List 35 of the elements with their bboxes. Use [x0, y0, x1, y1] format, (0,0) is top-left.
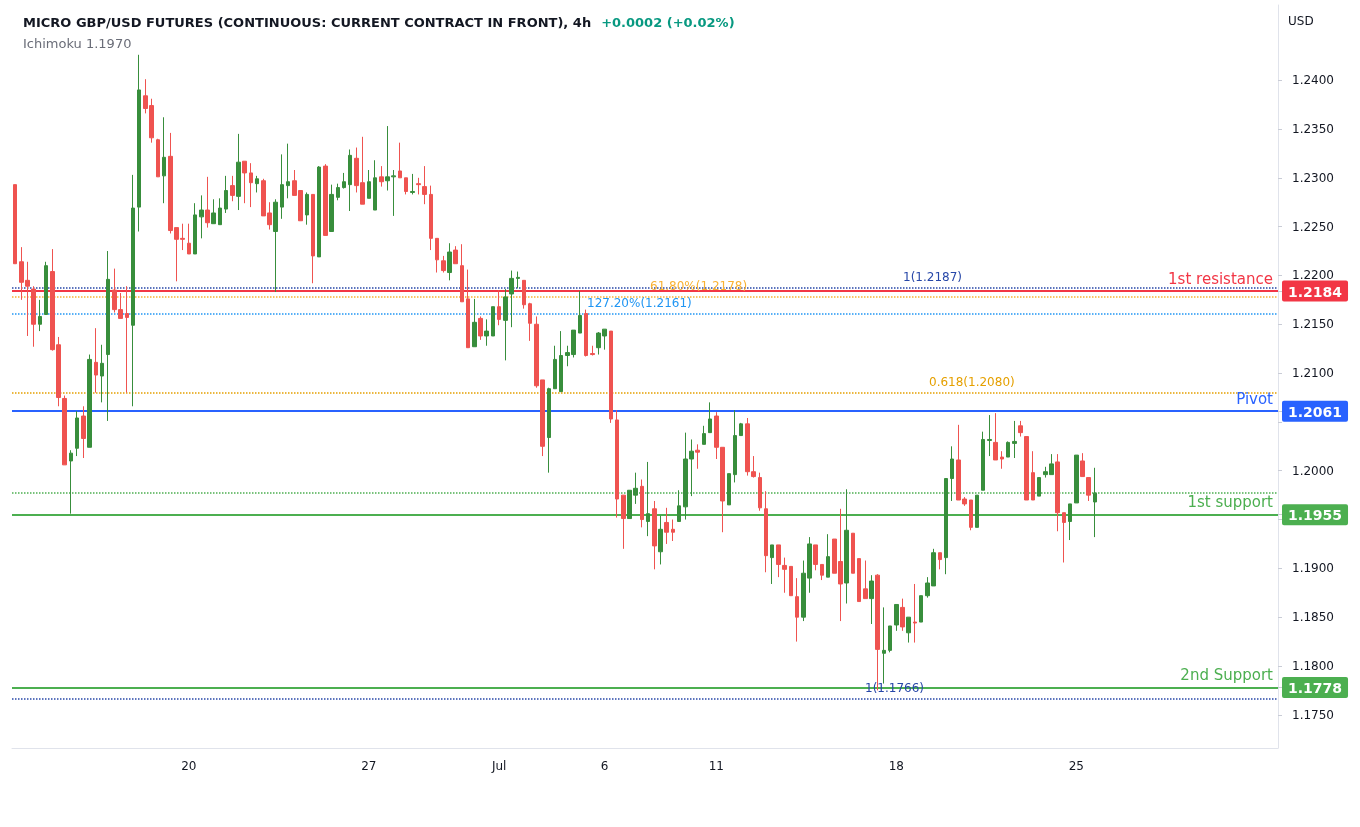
x-tick-label: 27	[361, 759, 377, 773]
y-tick-label: 1.2100	[1292, 366, 1334, 381]
y2-tick-label: 1.2184	[1288, 283, 1343, 300]
x-tick-label: 6	[600, 759, 609, 773]
x-tick-label: Jul	[490, 759, 507, 773]
y-tick-label: 1.2350	[1292, 122, 1334, 136]
y2-tick-label: 1.1955	[1288, 507, 1343, 524]
annotation: +0.0002 (+0.02%)	[601, 14, 735, 30]
x-tick-label: 18	[888, 759, 904, 773]
y-tick-label: 1.1800	[1292, 658, 1334, 673]
y-tick-label: 1.2400	[1292, 73, 1334, 88]
y-axis-title: USD	[1288, 14, 1314, 28]
ref-line-label: 1st resistance	[1168, 269, 1273, 288]
text: MICRO GBP/USD FUTURES (CONTINUOUS: CURRENT CONTRACT IN FRONT), 4h	[23, 14, 592, 30]
x-tick-label: 11	[708, 759, 725, 773]
ref-line-label: 1st support	[1187, 493, 1274, 512]
y-tick-label: 1.2300	[1292, 170, 1334, 185]
ref-line-label: 2nd Support	[1180, 665, 1274, 684]
ref-line-label: Pivot	[1236, 389, 1274, 408]
x-tick-label: 20	[181, 759, 197, 773]
y-tick-label: 1.2000	[1292, 463, 1334, 478]
y-tick-label: 1.1850	[1292, 610, 1334, 625]
y2-tick-label: 1.2061	[1288, 403, 1343, 420]
y-tick-label: 1.2150	[1292, 317, 1334, 332]
y-tick-label: 1.2200	[1292, 268, 1334, 283]
ref-line-label: 127.20%(1.2161)	[587, 295, 692, 310]
y-tick-label: 1.1750	[1292, 707, 1334, 722]
y2-tick-label: 1.1778	[1288, 679, 1343, 696]
y-tick-label: 1.1900	[1292, 561, 1334, 576]
x-tick-label: 25	[1068, 759, 1084, 773]
ref-line-label: 61.80%(1.2178)	[650, 278, 748, 293]
ref-line-label: 1(1.2187)	[903, 270, 962, 285]
text: Ichimoku 1.1970	[23, 36, 132, 51]
y-tick-label: 1.2250	[1292, 219, 1334, 234]
ref-line-label: 0.618(1.2080)	[929, 374, 1015, 389]
